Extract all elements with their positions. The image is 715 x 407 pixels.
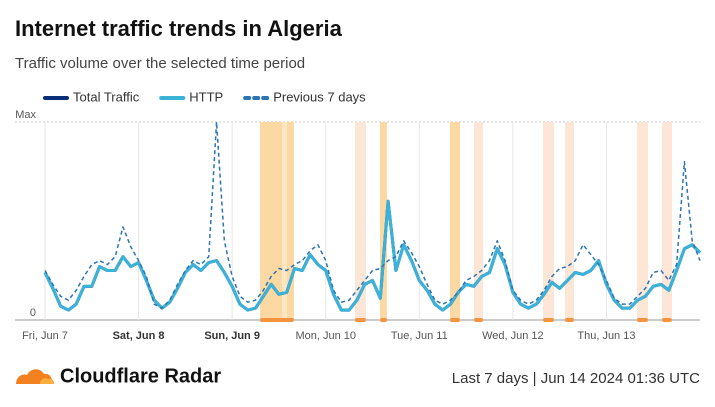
x-tick-label: Thu, Jun 13 <box>577 330 635 342</box>
legend-label: Previous 7 days <box>273 89 366 104</box>
event-band <box>355 122 366 320</box>
event-marker <box>662 318 672 322</box>
event-band <box>450 122 460 320</box>
event-band <box>282 122 287 320</box>
series-line <box>44 121 701 309</box>
event-markers <box>260 318 672 322</box>
legend-label: HTTP <box>189 89 223 104</box>
brand: Cloudflare Radar <box>60 365 221 387</box>
series-line <box>43 199 702 312</box>
series-line <box>43 199 702 312</box>
x-tick-label: Fri, Jun 7 <box>22 330 68 342</box>
footer-text: Last 7 days | Jun 14 2024 01:36 UTC <box>452 370 700 387</box>
x-tick-label: Tue, Jun 11 <box>391 330 448 342</box>
event-marker <box>474 318 483 322</box>
event-marker <box>450 318 460 322</box>
event-marker <box>543 318 554 322</box>
x-tick-label: Sat, Jun 8 <box>113 330 165 342</box>
event-bands <box>260 122 672 320</box>
x-tick-label: Sun, Jun 9 <box>204 330 260 342</box>
chart-subtitle: Traffic volume over the selected time pe… <box>15 55 305 72</box>
event-band <box>474 122 483 320</box>
event-band <box>287 122 294 320</box>
event-band <box>380 122 387 320</box>
logo-cloud-small <box>40 378 55 384</box>
event-marker <box>380 318 387 322</box>
chart-title: Internet traffic trends in Algeria <box>15 16 343 41</box>
event-marker <box>565 318 574 322</box>
event-marker <box>355 318 366 322</box>
event-band <box>260 122 282 320</box>
y-tick-label: Max <box>15 109 36 121</box>
event-marker <box>260 318 294 322</box>
legend-label: Total Traffic <box>73 89 140 104</box>
event-marker <box>637 318 648 322</box>
event-band <box>662 122 672 320</box>
event-band <box>565 122 574 320</box>
y-tick-label: 0 <box>30 307 36 319</box>
x-tick-label: Wed, Jun 12 <box>482 330 544 342</box>
event-band <box>543 122 554 320</box>
logo <box>16 369 55 384</box>
x-tick-label: Mon, Jun 10 <box>295 330 356 342</box>
event-band <box>637 122 648 320</box>
